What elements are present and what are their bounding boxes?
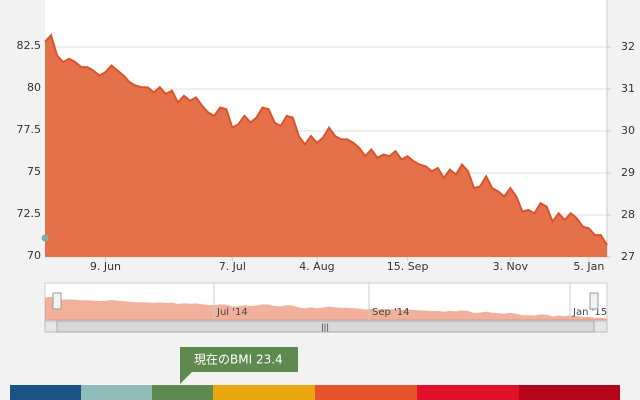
y-tick-label: 72.5 (17, 207, 42, 220)
x-tick-label: 5. Jan (573, 260, 604, 273)
y2-tick-label: 30 (621, 124, 635, 137)
x-tick-label: 7. Jul (219, 260, 246, 273)
area (45, 35, 607, 257)
navigator-handle[interactable] (589, 292, 599, 310)
tooltip-box (180, 347, 298, 372)
x-tick-label: 3. Nov (493, 260, 529, 273)
tooltip-pointer (180, 372, 192, 384)
scale-segment (10, 385, 81, 400)
bmi-scale (10, 385, 620, 400)
y-tick-label: 82.5 (17, 39, 42, 52)
scrollbar-grip: ||| (321, 323, 329, 332)
x-tick-label: 4. Aug (299, 260, 334, 273)
y-tick-label: 77.5 (17, 123, 42, 136)
navigator-label: Jul '14 (216, 307, 248, 318)
y2-tick-label: 32 (621, 40, 635, 53)
tooltip: 現在のBMI 23.4 (180, 347, 298, 384)
y2-tick-label: 31 (621, 82, 635, 95)
y2-tick-label: 29 (621, 166, 635, 179)
scale-segment (152, 385, 213, 400)
y2-tick-label: 28 (621, 208, 635, 221)
x-tick-label: 9. Jun (90, 260, 121, 273)
scale-segment (81, 385, 152, 400)
y2-tick-label: 27 (621, 250, 635, 263)
scale-segment (315, 385, 417, 400)
scale-segment (417, 385, 519, 400)
tooltip-text: 現在のBMI 23.4 (194, 353, 283, 367)
x-tick-label: 15. Sep (387, 260, 429, 273)
navigator-handle[interactable] (52, 292, 62, 310)
navigator-label: Sep '14 (372, 307, 410, 318)
scrollbar-thumb[interactable] (56, 320, 595, 333)
y-tick-label: 70 (27, 249, 41, 262)
marker (41, 234, 49, 242)
line (44, 33, 608, 246)
scale-segment (213, 385, 315, 400)
navigator-label: Jan '15 (572, 307, 607, 318)
navigator-area (45, 296, 607, 320)
scale-segment (519, 385, 620, 400)
y-tick-label: 80 (27, 81, 41, 94)
y-tick-label: 75 (27, 165, 41, 178)
